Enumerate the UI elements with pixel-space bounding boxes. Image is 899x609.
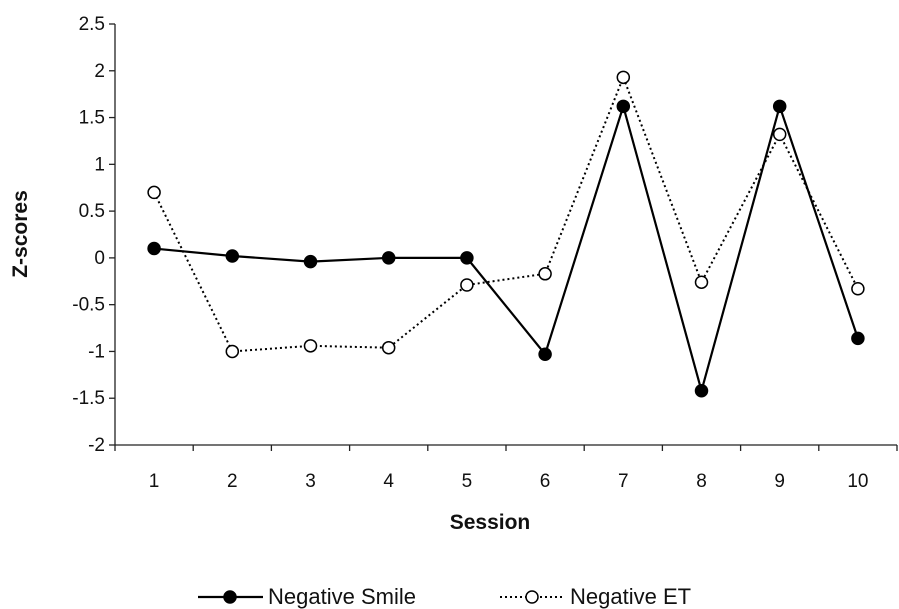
legend-marker-negative-et <box>525 590 539 604</box>
y-tick-label: -1.5 <box>72 388 105 409</box>
y-tick-label: -1 <box>88 341 105 362</box>
negative-et-point <box>772 127 787 142</box>
negative-et-point <box>225 344 240 359</box>
negative-et-point <box>303 339 318 353</box>
legend-label-negative-smile: Negative Smile <box>268 584 416 609</box>
x-tick-label: 9 <box>774 471 785 492</box>
negative-smile-point <box>225 249 240 263</box>
x-tick-label: 5 <box>462 471 473 492</box>
y-tick-label: 0 <box>94 248 105 269</box>
negative-smile-point <box>851 331 865 346</box>
negative-smile-point <box>303 254 318 269</box>
negative-smile-point <box>460 251 474 265</box>
y-tick-label: 1.5 <box>79 108 105 129</box>
negative-smile-point <box>616 99 631 114</box>
series-line-negative-smile <box>153 102 859 395</box>
x-tick-label: 1 <box>149 471 160 492</box>
negative-smile-point <box>772 99 787 114</box>
negative-et-point <box>538 267 552 281</box>
negative-smile-point <box>694 383 709 398</box>
negative-et-point <box>694 275 709 289</box>
x-axis-title: Session <box>450 511 531 534</box>
x-tick-label: 7 <box>618 471 629 492</box>
legend-label-negative-et: Negative ET <box>570 584 691 609</box>
y-axis-ticks <box>109 23 115 446</box>
x-tick-label: 3 <box>305 471 316 492</box>
negative-et-point <box>460 278 474 292</box>
x-tick-label: 4 <box>383 471 394 492</box>
y-tick-label: 2 <box>94 61 105 82</box>
y-tick-label: 0.5 <box>79 201 105 222</box>
negative-et-point <box>381 340 396 355</box>
negative-et-point <box>147 185 161 200</box>
y-tick-label: -0.5 <box>72 295 105 316</box>
y-tick-label: 1 <box>94 154 105 175</box>
series-group <box>147 70 865 398</box>
negative-et-point <box>616 70 631 85</box>
y-tick-label: 2.5 <box>79 14 105 35</box>
x-tick-label: 2 <box>227 471 238 492</box>
series-line-negative-et <box>153 74 859 353</box>
negative-smile-point <box>147 241 161 256</box>
y-axis-title: Z-scores <box>9 190 32 278</box>
legend-marker-negative-smile <box>223 590 237 604</box>
negative-smile-point <box>538 347 552 362</box>
x-axis-ticks <box>114 445 898 451</box>
x-tick-label: 8 <box>696 471 707 492</box>
x-tick-label: 10 <box>847 471 868 492</box>
x-axis-tick-labels: 1 2 3 4 5 6 7 8 9 10 <box>149 471 869 492</box>
y-tick-label: -2 <box>88 435 105 456</box>
x-tick-label: 6 <box>540 471 551 492</box>
negative-et-point <box>851 282 865 296</box>
negative-smile-point <box>381 251 396 265</box>
legend: Negative Smile Negative ET <box>198 584 691 609</box>
y-axis-tick-labels: 2.5 2 1.5 1 0.5 0 -0.5 -1 -1.5 -2 <box>72 14 105 456</box>
